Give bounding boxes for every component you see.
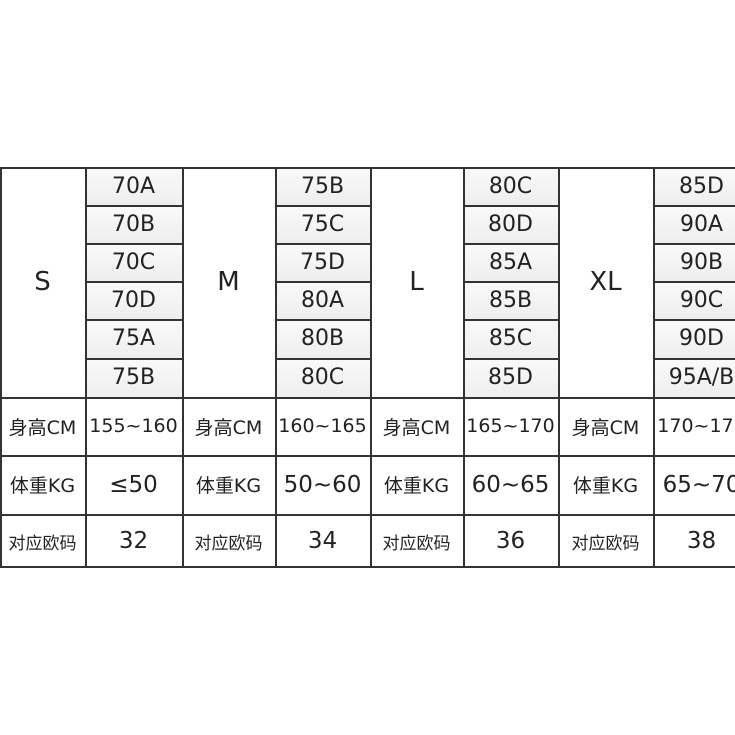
table-border — [0, 397, 735, 399]
height-value: 165~170 — [466, 415, 555, 437]
cup-size-cell: 80B — [275, 319, 370, 358]
height-label: 身高CM — [571, 416, 640, 439]
weight-value: 65~70 — [662, 471, 735, 498]
cup-size-cell: 80D — [463, 205, 558, 243]
table-border — [463, 319, 558, 321]
table-border — [0, 167, 735, 169]
table-border — [85, 358, 182, 360]
cup-size-cell: 90A — [653, 205, 735, 243]
table-border — [85, 281, 182, 283]
weight-label: 体重KG — [572, 475, 639, 497]
table-border — [370, 167, 372, 568]
weight-label: 体重KG — [383, 475, 450, 497]
table-border — [653, 205, 735, 207]
table-border — [653, 167, 655, 568]
table-border — [463, 205, 558, 207]
table-border — [653, 358, 735, 360]
table-border — [0, 566, 735, 568]
eu-size-value: 32 — [118, 528, 149, 554]
table-border — [275, 358, 370, 360]
cup-size-cell: 90B — [653, 243, 735, 281]
table-border — [85, 243, 182, 245]
eu-size-label: 对应欧码 — [382, 533, 451, 554]
cup-size-cell: 85A — [463, 243, 558, 281]
height-label: 身高CM — [8, 416, 77, 439]
table-border — [182, 167, 184, 568]
size-label: L — [409, 267, 424, 297]
table-border — [463, 243, 558, 245]
cup-size-cell: 70B — [85, 205, 182, 243]
table-border — [275, 319, 370, 321]
cup-size-cell: 75B — [275, 167, 370, 205]
cup-size-cell: 90C — [653, 281, 735, 319]
table-border — [463, 281, 558, 283]
cup-size-cell: 85D — [463, 358, 558, 397]
table-border — [85, 319, 182, 321]
table-border — [0, 455, 735, 457]
height-label: 身高CM — [194, 416, 263, 439]
size-chart-table: S 70A 70B 70C 70D 75A 75B 身高CM 155~160 体重KG ≤50 对应欧… — [0, 167, 735, 569]
cup-size-cell: 80C — [463, 167, 558, 205]
eu-size-value: 34 — [307, 528, 338, 554]
table-border — [653, 243, 735, 245]
cup-size-cell: 80A — [275, 281, 370, 319]
height-value: 170~175 — [657, 415, 735, 437]
table-border — [275, 281, 370, 283]
size-label: M — [217, 267, 240, 297]
table-border — [653, 281, 735, 283]
eu-size-label: 对应欧码 — [8, 533, 77, 554]
height-value: 160~165 — [278, 415, 367, 437]
cup-size-cell: 75B — [85, 358, 182, 397]
cup-size-cell: 75D — [275, 243, 370, 281]
weight-value: 60~65 — [471, 471, 550, 498]
cup-size-cell: 70A — [85, 167, 182, 205]
cup-size-cell: 70C — [85, 243, 182, 281]
cup-size-cell: 75A — [85, 319, 182, 358]
weight-value: 50~60 — [283, 471, 362, 498]
table-border — [463, 358, 558, 360]
table-border — [275, 205, 370, 207]
height-value: 155~160 — [89, 415, 178, 437]
eu-size-value: 36 — [495, 528, 526, 554]
cup-size-cell: 85C — [463, 319, 558, 358]
weight-label: 体重KG — [195, 475, 262, 497]
weight-value: ≤50 — [109, 471, 158, 498]
weight-label: 体重KG — [9, 475, 76, 497]
table-border — [85, 167, 87, 568]
table-border — [0, 514, 735, 516]
size-label: S — [34, 267, 51, 297]
height-label: 身高CM — [382, 416, 451, 439]
cup-size-cell: 75C — [275, 205, 370, 243]
cup-size-cell: 90D — [653, 319, 735, 358]
size-label: XL — [589, 267, 622, 297]
eu-size-label: 对应欧码 — [194, 533, 263, 554]
table-border — [463, 167, 465, 568]
table-border — [558, 167, 560, 568]
table-border — [85, 205, 182, 207]
cup-size-cell: 95A/B — [653, 358, 735, 397]
table-border — [0, 167, 2, 568]
table-border — [275, 167, 277, 568]
cup-size-cell: 70D — [85, 281, 182, 319]
table-border — [275, 243, 370, 245]
cup-size-cell: 85D — [653, 167, 735, 205]
eu-size-value: 38 — [686, 528, 717, 554]
cup-size-cell: 85B — [463, 281, 558, 319]
eu-size-label: 对应欧码 — [571, 533, 640, 554]
cup-size-cell: 80C — [275, 358, 370, 397]
table-border — [653, 319, 735, 321]
